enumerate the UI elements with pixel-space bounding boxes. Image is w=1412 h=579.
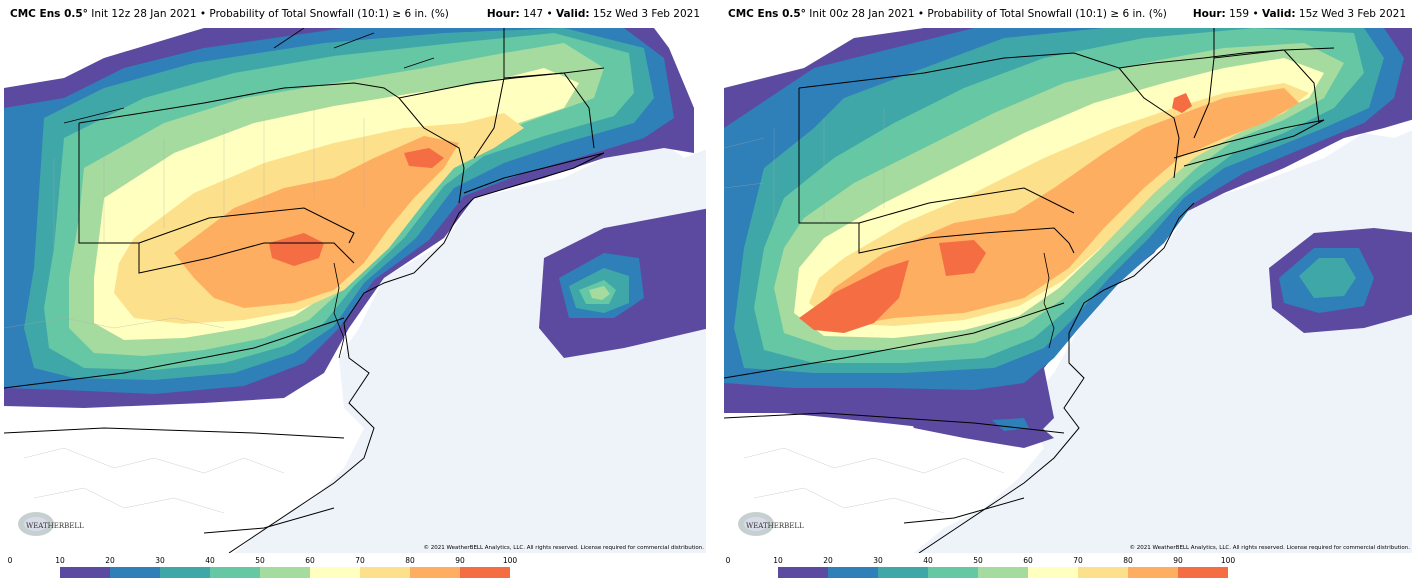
colorbar-tick-label: 90	[1173, 556, 1183, 565]
model-name: CMC Ens 0.5°	[728, 8, 806, 20]
logo-text: WEATHERBELL	[746, 522, 804, 530]
valid-label: Valid:	[555, 8, 590, 20]
colorbar-swatch	[60, 567, 110, 578]
colorbar-tick-label: 100	[502, 556, 518, 565]
panel-header: CMC Ens 0.5° Init 12z 28 Jan 2021 • Prob…	[10, 8, 700, 20]
nc-prob-10	[904, 398, 1054, 448]
chesapeake-bay	[1043, 252, 1055, 349]
colorbar-tick-label: 60	[1023, 556, 1033, 565]
colorbar-swatch	[878, 567, 928, 578]
colorbar-swatch	[978, 567, 1028, 578]
prob-80	[174, 136, 459, 308]
panel-header: CMC Ens 0.5° Init 00z 28 Jan 2021 • Prob…	[728, 8, 1406, 20]
hour-label: Hour:	[486, 8, 520, 20]
init-time: Init 12z 28 Jan 2021	[91, 8, 197, 20]
valid-time: 15z Wed 3 Feb 2021	[1298, 8, 1406, 20]
map-panel-left: CMC Ens 0.5° Init 12z 28 Jan 2021 • Prob…	[4, 8, 706, 579]
prob-90	[404, 148, 444, 168]
colorbar-tick-label: 70	[1073, 556, 1083, 565]
colorbar-swatch	[360, 567, 410, 578]
valid-time: 15z Wed 3 Feb 2021	[592, 8, 700, 20]
map-panel-right: CMC Ens 0.5° Init 00z 28 Jan 2021 • Prob…	[718, 0, 1412, 579]
colorbar-swatch	[778, 567, 828, 578]
colorbar-swatch	[460, 567, 510, 578]
product-title: • Probability of Total Snowfall (10:1) ≥…	[199, 8, 449, 20]
hour-label: Hour:	[1192, 8, 1226, 20]
colorbar-swatch	[1028, 567, 1078, 578]
copyright-notice: © 2021 WeatherBELL Analytics, LLC. All r…	[1129, 545, 1410, 551]
long-island	[1173, 119, 1325, 167]
great-lakes-shore	[63, 28, 435, 124]
colorbar-swatch	[1178, 567, 1228, 578]
prob-90	[1172, 93, 1192, 113]
colorbar-tick-label: 10	[773, 556, 783, 565]
valid-label: Valid:	[1261, 8, 1296, 20]
long-island	[463, 152, 605, 199]
forecast-hour: 159	[1229, 8, 1250, 20]
prob-90	[939, 240, 986, 276]
colorbar-swatch	[160, 567, 210, 578]
offshore-prob-30	[1299, 258, 1356, 298]
colorbar-swatch	[10, 567, 60, 578]
colorbar-swatch	[260, 567, 310, 578]
colorbar-swatch	[828, 567, 878, 578]
colorbar-tick-label: 20	[823, 556, 833, 565]
logo-text: WEATHERBELL	[26, 522, 84, 530]
snowfall-probability-map: WEATHERBELL	[4, 28, 706, 553]
colorbar-swatch	[410, 567, 460, 578]
prob-90	[269, 233, 324, 266]
colorbar: 0 10 20 30 40 50 60 70 80 90 100	[725, 556, 1235, 579]
colorbar-tick-label: 10	[55, 556, 65, 565]
colorbar-tick-label: 80	[405, 556, 415, 565]
colorbar-tick-label: 80	[1123, 556, 1133, 565]
colorbar: 0 10 20 30 40 50 60 70 80 90 100	[7, 556, 517, 579]
county-borders	[4, 108, 365, 514]
state-borders	[723, 28, 1335, 524]
product-title: • Probability of Total Snowfall (10:1) ≥…	[917, 8, 1167, 20]
offshore-prob-50	[589, 286, 610, 300]
chesapeake-bay	[333, 262, 345, 359]
colorbar-tick-label: 30	[873, 556, 883, 565]
init-time: Init 00z 28 Jan 2021	[809, 8, 915, 20]
prob-90	[799, 260, 909, 333]
colorbar-swatch	[310, 567, 360, 578]
colorbar-swatch	[728, 567, 778, 578]
colorbar-tick-label: 40	[923, 556, 933, 565]
colorbar-tick-label: 0	[7, 556, 13, 565]
copyright-notice: © 2021 WeatherBELL Analytics, LLC. All r…	[423, 545, 704, 551]
colorbar-tick-label: 40	[205, 556, 215, 565]
colorbar-swatch	[110, 567, 160, 578]
county-borders	[723, 108, 1005, 514]
colorbar-tick-label: 90	[455, 556, 465, 565]
colorbar-tick-label: 20	[105, 556, 115, 565]
colorbar-swatch	[210, 567, 260, 578]
colorbar-swatch	[928, 567, 978, 578]
coastline	[228, 197, 475, 553]
weatherbell-logo: WEATHERBELL	[738, 512, 804, 536]
snowfall-probability-map: WEATHERBELL	[723, 28, 1412, 553]
colorbar-tick-label: 0	[725, 556, 731, 565]
forecast-hour: 147	[523, 8, 544, 20]
colorbar-tick-label: 50	[973, 556, 983, 565]
colorbar-tick-label: 60	[305, 556, 315, 565]
model-name: CMC Ens 0.5°	[10, 8, 88, 20]
colorbar-swatch	[1078, 567, 1128, 578]
state-borders	[4, 28, 605, 534]
coastline	[918, 202, 1195, 553]
colorbar-tick-label: 70	[355, 556, 365, 565]
colorbar-tick-label: 30	[155, 556, 165, 565]
weatherbell-logo: WEATHERBELL	[18, 512, 84, 536]
colorbar-swatch	[1128, 567, 1178, 578]
colorbar-tick-label: 50	[255, 556, 265, 565]
colorbar-tick-label: 100	[1220, 556, 1236, 565]
